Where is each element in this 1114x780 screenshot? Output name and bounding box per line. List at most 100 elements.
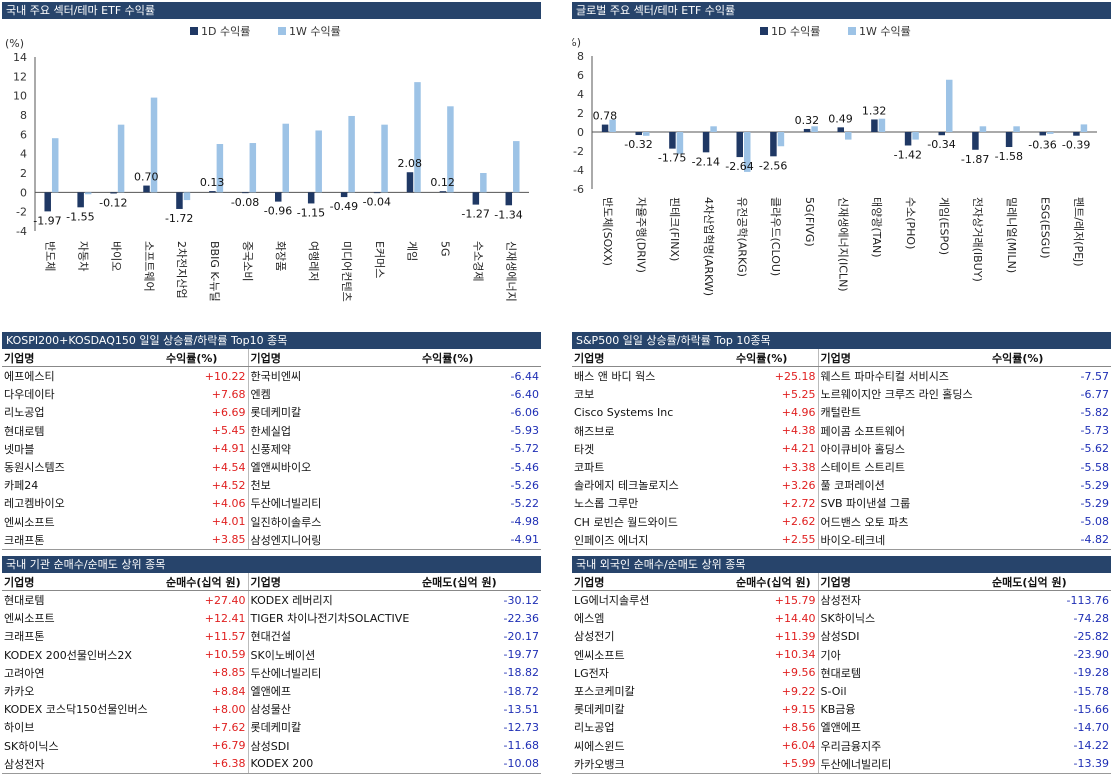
value-cell: -22.36 xyxy=(503,611,539,625)
table-row: 엔씨소프트 +12.41 TIGER 차이나전기차SOLACTIVE -22.36 xyxy=(2,609,541,628)
legend-label-1w: 1W 수익률 xyxy=(289,25,341,38)
data-label: -1.55 xyxy=(66,210,94,223)
data-label: 0.78 xyxy=(593,110,618,123)
y-axis-unit-label: (%) xyxy=(5,37,24,50)
value-cell: -113.76 xyxy=(1066,593,1109,607)
category-label: 5G xyxy=(439,241,452,257)
company-cell: 카카오 xyxy=(4,685,35,699)
company-cell: 넷마블 xyxy=(4,442,35,456)
kr-inst-table: 기업명 순매수(십억 원) 기업명 순매도(십억 원) 현대로템 +27.40 KO… xyxy=(2,573,541,773)
value-cell: -23.90 xyxy=(1073,648,1109,662)
bar-1w-7 xyxy=(845,132,852,140)
y-tick-label: 6 xyxy=(20,128,27,141)
value-cell: +11.57 xyxy=(164,627,249,646)
company-cell: 두산에너빌리티 xyxy=(250,666,322,680)
bar-1w-8 xyxy=(315,130,322,193)
value-cell: -30.12 xyxy=(503,593,539,607)
value-cell: +4.52 xyxy=(164,476,249,495)
category-label: 밀레니얼(MILN) xyxy=(1005,197,1019,273)
legend-label-1d: 1D 수익률 xyxy=(771,25,820,38)
kr-top10-title: KOSPI200+KOSDAQ150 일일 상승률/하락률 Top10 종목 xyxy=(2,332,541,349)
category-label: 태양광(TAN) xyxy=(870,197,883,258)
legend-swatch-1w xyxy=(848,27,856,35)
y-tick-label: -2 xyxy=(16,206,27,219)
bar-1w-9 xyxy=(912,132,919,140)
table-row: 솔라에지 테크놀로지스 +3.26 풀 코퍼레이션 -5.29 xyxy=(572,476,1111,495)
y-tick-label: 12 xyxy=(13,70,27,83)
company-cell: 풀 코퍼레이션 xyxy=(820,479,885,493)
value-cell: -4.91 xyxy=(510,533,539,547)
bar-1w-6 xyxy=(811,126,818,132)
company-cell: 동원시스템즈 xyxy=(4,461,65,475)
table-row: 카카오 +8.84 엘앤에프 -18.72 xyxy=(2,681,541,701)
value-cell: +9.15 xyxy=(734,700,819,719)
category-label: 클라우드(CLOU) xyxy=(769,197,782,276)
company-cell: 해즈브로 xyxy=(574,424,615,438)
y-tick-label: 10 xyxy=(13,90,27,103)
company-cell: 리노공업 xyxy=(4,406,45,420)
value-cell: +4.06 xyxy=(164,494,249,513)
value-cell: -15.66 xyxy=(1073,702,1109,716)
company-cell: SK하이닉스 xyxy=(820,612,876,626)
table-row: SK하이닉스 +6.79 삼성SDI -11.68 xyxy=(2,736,541,755)
company-cell: 기아 xyxy=(820,648,841,662)
data-label: -0.04 xyxy=(363,196,391,209)
value-cell: -5.82 xyxy=(1080,405,1109,419)
bar-1d-8 xyxy=(871,119,878,132)
company-cell: 배스 앤 바디 웍스 xyxy=(574,370,656,384)
data-label: -2.14 xyxy=(692,155,720,168)
col-header: 수익률(%) xyxy=(734,349,819,367)
company-cell: 고려아연 xyxy=(4,666,45,680)
value-cell: +5.25 xyxy=(734,385,819,404)
legend-swatch-1d xyxy=(190,27,198,35)
value-cell: +9.22 xyxy=(734,681,819,701)
value-cell: +5.45 xyxy=(164,421,249,440)
kr-sector-chart-title: 국내 주요 섹터/테마 ETF 수익률 xyxy=(2,2,541,19)
col-header: 기업명 xyxy=(2,573,164,591)
table-row: 리노공업 +8.56 엘앤에프 -14.70 xyxy=(572,718,1111,737)
company-cell: 아이큐비아 홀딩스 xyxy=(820,442,905,456)
data-label: 0.13 xyxy=(200,176,225,189)
data-label: -1.34 xyxy=(494,208,522,221)
value-cell: -19.77 xyxy=(503,648,539,662)
y-tick-label: 8 xyxy=(577,50,584,63)
value-cell: -13.39 xyxy=(1073,757,1109,771)
bar-1w-0 xyxy=(51,138,59,193)
y-tick-label: 2 xyxy=(20,167,27,180)
kr-top10-panel: KOSPI200+KOSDAQ150 일일 상승률/하락률 Top10 종목 기… xyxy=(2,332,541,550)
col-header: 기업명 xyxy=(818,349,990,367)
category-label: 2차전지산업 xyxy=(175,241,188,299)
data-label: 0.49 xyxy=(828,112,853,125)
value-cell: +27.40 xyxy=(164,590,249,610)
value-cell: -5.72 xyxy=(510,442,539,456)
value-cell: +4.54 xyxy=(164,457,249,477)
category-label: 펜트/레저(PEJ) xyxy=(1072,197,1085,267)
category-label: 자율주행(DRIV) xyxy=(635,197,648,273)
table-row: 리노공업 +6.69 롯데케미칼 -6.06 xyxy=(2,403,541,422)
company-cell: 신풍제약 xyxy=(250,442,291,456)
data-label: 0.32 xyxy=(795,114,820,127)
kr-sector-chart: (%) -4 -2 0 2 4 6 8 10 12 14 1D 수익률 1W 수익률 -1.97 반도체 -1… xyxy=(5,25,529,302)
table-row: LG에너지솔루션 +15.79 삼성전자 -113.76 xyxy=(572,590,1111,610)
company-cell: 스테이트 스트리트 xyxy=(820,461,905,475)
value-cell: +7.62 xyxy=(164,718,249,737)
table-row: 노스롭 그루만 +2.72 SVB 파이낸셜 그룹 -5.29 xyxy=(572,494,1111,513)
table-row: 인페이즈 에너지 +2.55 바이오-테크네 -4.82 xyxy=(572,530,1111,549)
value-cell: -5.73 xyxy=(1080,424,1109,438)
table-row: 동원시스템즈 +4.54 엘앤씨바이오 -5.46 xyxy=(2,457,541,477)
bar-1w-10 xyxy=(381,124,388,193)
data-label: -1.15 xyxy=(297,206,325,219)
kr-sector-chart-panel: 국내 주요 섹터/테마 ETF 수익률 (%) -4 -2 0 2 4 6 8 10 12 14 1D… xyxy=(2,2,541,320)
value-cell: -4.98 xyxy=(510,515,539,529)
value-cell: -5.08 xyxy=(1080,515,1109,529)
table-row: 포스코케미칼 +9.22 S-Oil -15.78 xyxy=(572,681,1111,701)
category-label: 여행레저 xyxy=(307,241,320,281)
value-cell: +9.56 xyxy=(734,663,819,682)
value-cell: +6.79 xyxy=(164,736,249,755)
data-label: 2.08 xyxy=(397,157,422,170)
company-cell: LG에너지솔루션 xyxy=(574,594,650,608)
company-cell: 현대건설 xyxy=(250,630,291,644)
legend-swatch-1d xyxy=(760,27,768,35)
y-tick-label: 4 xyxy=(577,88,584,101)
y-tick-label: 0 xyxy=(20,186,27,199)
